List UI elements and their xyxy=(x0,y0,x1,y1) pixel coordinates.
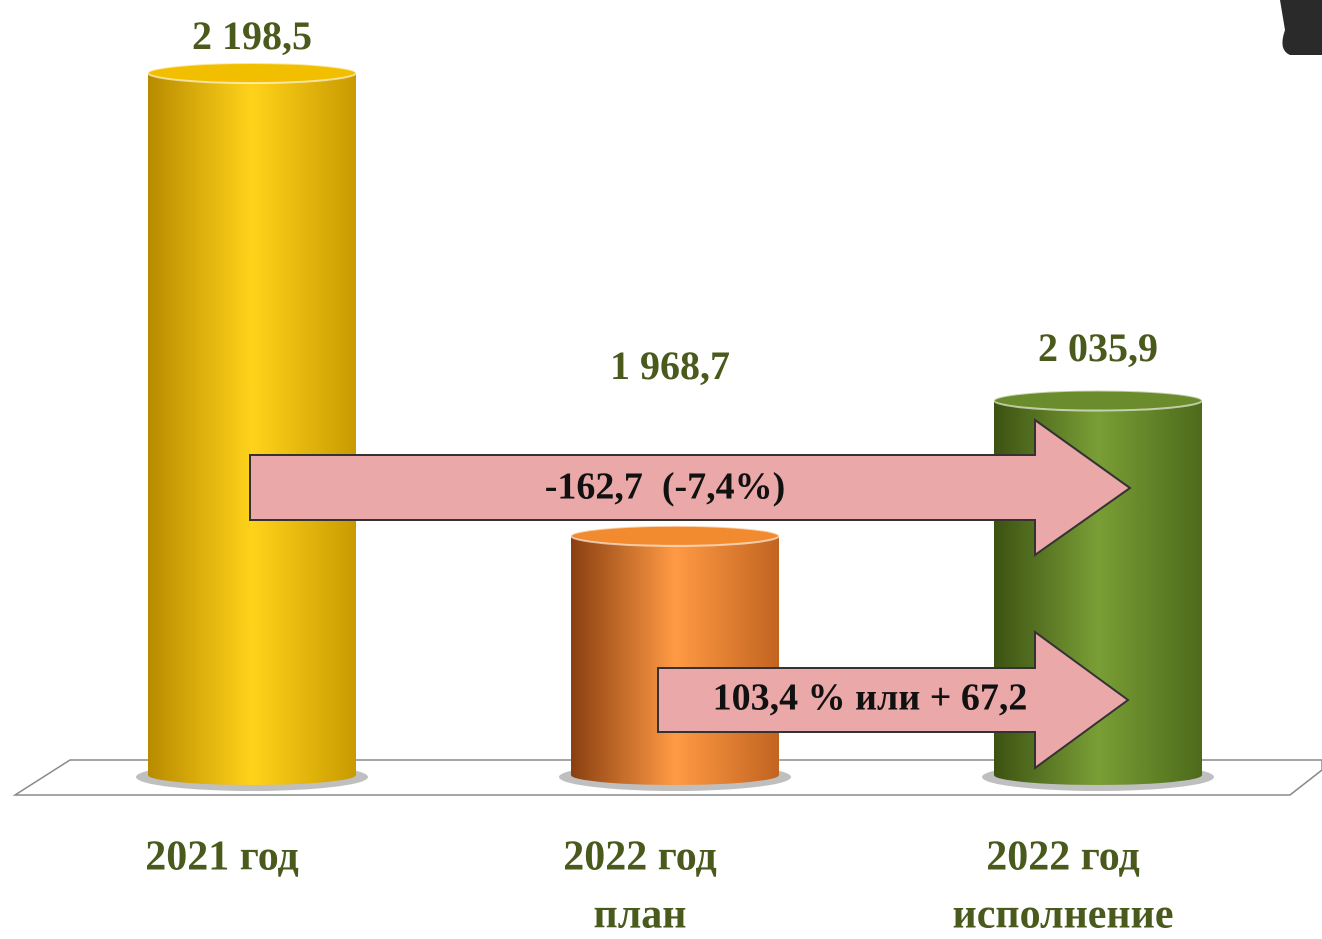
bar xyxy=(571,535,779,785)
value-label: 1 968,7 xyxy=(610,343,730,388)
bar-top xyxy=(147,62,357,85)
bar-top xyxy=(993,389,1203,412)
annotation: 103,4 % или + 67,2 xyxy=(713,677,1028,719)
bar-top xyxy=(570,524,780,547)
annotation: -162,7 (-7,4%) xyxy=(545,466,786,508)
x-tick-label: исполнение xyxy=(953,892,1174,938)
bar xyxy=(148,73,356,786)
corner-image xyxy=(1280,0,1322,55)
arrow: 103,4 % или + 67,2 xyxy=(657,630,1130,770)
arrow: -162,7 (-7,4%) xyxy=(249,418,1132,557)
x-tick-label: 2022 год xyxy=(986,834,1140,880)
value-label: 2 035,9 xyxy=(1038,325,1158,370)
x-tick-label: план xyxy=(594,892,687,938)
x-tick-label: 2022 год xyxy=(563,834,717,880)
value-label: 2 198,5 xyxy=(192,13,312,58)
x-tick-label: 2021 год xyxy=(145,834,299,880)
